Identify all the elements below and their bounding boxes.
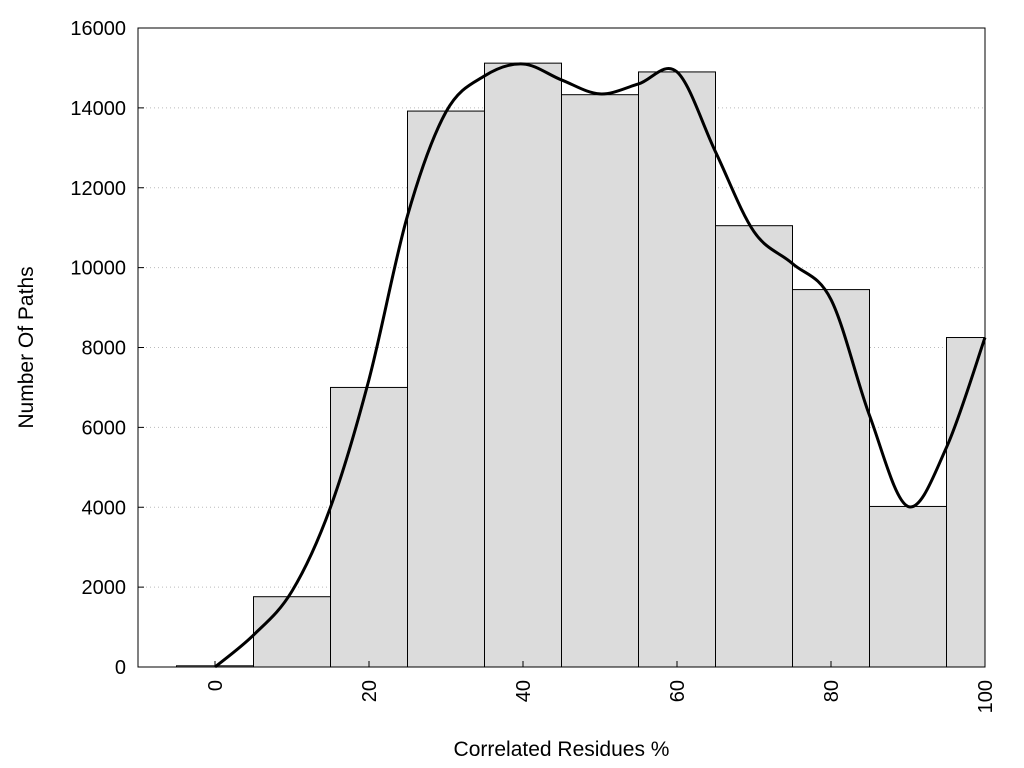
y-tick-label: 12000 (70, 178, 126, 200)
y-axis-ticks: 0 2000 4000 6000 8000 10000 12000 14000 16000 (70, 18, 144, 679)
x-axis-ticks: 0 20 40 60 80 100 (205, 661, 997, 713)
x-tick-label: 60 (667, 680, 689, 702)
histogram-bar (484, 62, 562, 668)
histogram-bar (869, 505, 947, 668)
histogram-bar (946, 337, 986, 668)
y-tick-label: 10000 (70, 258, 126, 280)
y-tick-label: 0 (115, 657, 126, 679)
x-tick-label: 100 (975, 680, 997, 713)
y-tick-label: 14000 (70, 98, 126, 120)
x-tick-label: 80 (821, 680, 843, 702)
histogram-bar (330, 386, 408, 668)
y-tick-label: 4000 (82, 497, 127, 519)
x-tick-label: 40 (513, 680, 535, 702)
histogram-bar (407, 110, 485, 668)
x-tick-label: 20 (359, 680, 381, 702)
y-tick-label: 8000 (82, 338, 127, 360)
smooth-curve-layer (214, 62, 987, 669)
y-tick-label: 2000 (82, 577, 127, 599)
histogram-bar (638, 71, 716, 668)
y-tick-label: 6000 (82, 417, 127, 439)
histogram-bar (715, 225, 793, 668)
x-axis-label: Correlated Residues % (454, 738, 670, 761)
histogram-bars (176, 62, 986, 668)
y-tick-label: 16000 (70, 18, 126, 40)
histogram-bar (253, 596, 331, 668)
histogram-bar (792, 289, 870, 668)
y-axis-label: Number Of Paths (15, 266, 38, 428)
histogram-bar (561, 94, 639, 668)
smooth-curve (214, 62, 987, 669)
x-tick-label: 0 (205, 680, 227, 691)
